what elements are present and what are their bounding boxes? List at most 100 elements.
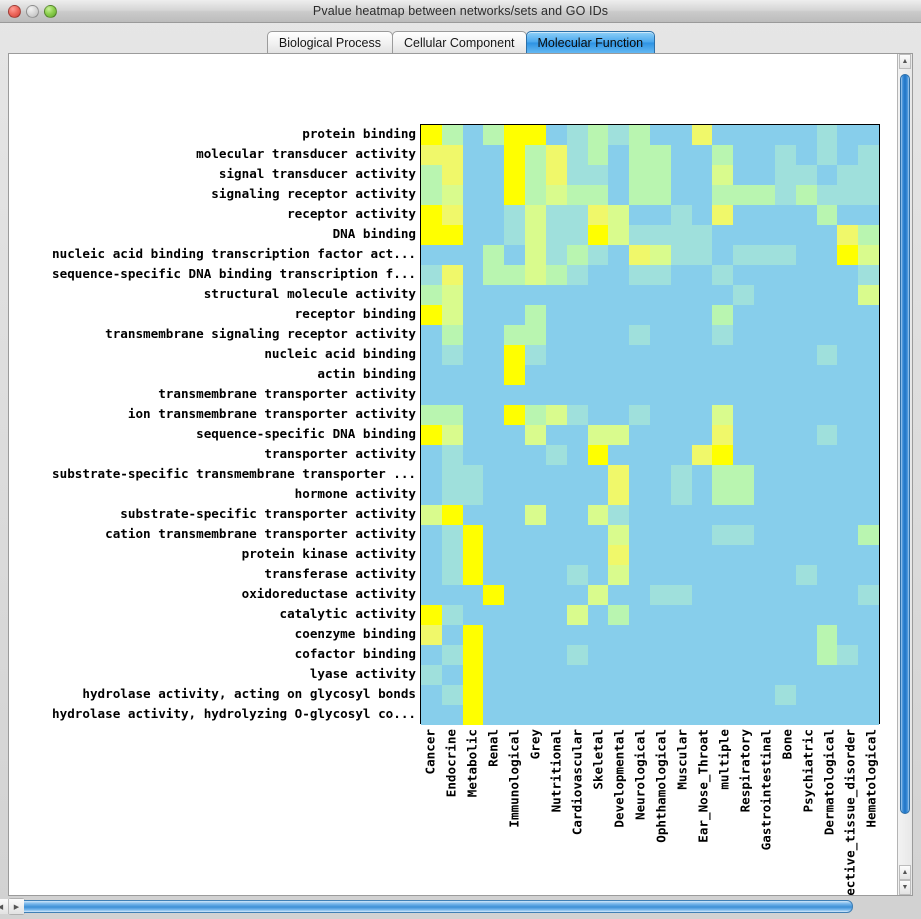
heatmap-cell[interactable] (795, 565, 817, 585)
heatmap-cell[interactable] (650, 565, 671, 585)
heatmap-cell[interactable] (504, 285, 526, 305)
heatmap-cell[interactable] (525, 565, 546, 585)
heatmap-cell[interactable] (462, 185, 484, 205)
heatmap-cell[interactable] (670, 705, 692, 725)
heatmap-cell[interactable] (566, 685, 588, 705)
heatmap-cell[interactable] (483, 545, 505, 565)
heatmap-cell[interactable] (712, 325, 734, 345)
heatmap-cell[interactable] (650, 345, 671, 365)
heatmap-cell[interactable] (754, 425, 775, 445)
heatmap-cell[interactable] (754, 545, 775, 565)
heatmap-cell[interactable] (858, 645, 879, 665)
heatmap-cell[interactable] (733, 325, 755, 345)
heatmap-cell[interactable] (566, 645, 588, 665)
heatmap-cell[interactable] (858, 625, 879, 645)
heatmap-cell[interactable] (483, 485, 505, 505)
heatmap-cell[interactable] (421, 145, 442, 165)
heatmap-cell[interactable] (608, 365, 630, 385)
heatmap-cell[interactable] (608, 125, 630, 145)
heatmap-cell[interactable] (545, 605, 567, 625)
heatmap-cell[interactable] (670, 505, 692, 525)
heatmap-cell[interactable] (504, 685, 526, 705)
heatmap-cell[interactable] (670, 285, 692, 305)
heatmap-cell[interactable] (650, 425, 671, 445)
heatmap-cell[interactable] (733, 625, 755, 645)
heatmap-cell[interactable] (566, 305, 588, 325)
heatmap-cell[interactable] (483, 145, 505, 165)
heatmap-cell[interactable] (650, 705, 671, 725)
heatmap-cell[interactable] (712, 225, 734, 245)
heatmap-cell[interactable] (858, 325, 879, 345)
heatmap-cell[interactable] (816, 185, 838, 205)
heatmap-cell[interactable] (837, 625, 859, 645)
heatmap-cell[interactable] (774, 505, 796, 525)
heatmap-cell[interactable] (754, 325, 775, 345)
heatmap-cell[interactable] (733, 525, 755, 545)
heatmap-cell[interactable] (608, 205, 630, 225)
heatmap-cell[interactable] (504, 525, 526, 545)
heatmap-cell[interactable] (587, 605, 609, 625)
heatmap-cell[interactable] (504, 565, 526, 585)
heatmap-cell[interactable] (462, 425, 484, 445)
heatmap-cell[interactable] (774, 325, 796, 345)
heatmap-cell[interactable] (858, 145, 879, 165)
heatmap-cell[interactable] (670, 585, 692, 605)
heatmap-cell[interactable] (754, 605, 775, 625)
heatmap-cell[interactable] (441, 605, 463, 625)
heatmap-cell[interactable] (421, 485, 442, 505)
heatmap-cell[interactable] (774, 645, 796, 665)
heatmap-cell[interactable] (795, 685, 817, 705)
heatmap-cell[interactable] (712, 345, 734, 365)
heatmap-cell[interactable] (837, 685, 859, 705)
heatmap-cell[interactable] (691, 245, 713, 265)
scroll-left-arrow[interactable]: ◀ (0, 899, 8, 914)
heatmap-cell[interactable] (587, 625, 609, 645)
heatmap-cell[interactable] (566, 665, 588, 685)
heatmap-cell[interactable] (441, 245, 463, 265)
heatmap-cell[interactable] (774, 345, 796, 365)
heatmap-cell[interactable] (441, 625, 463, 645)
heatmap-cell[interactable] (525, 705, 546, 725)
heatmap-cell[interactable] (608, 585, 630, 605)
heatmap-cell[interactable] (441, 665, 463, 685)
heatmap-cell[interactable] (545, 445, 567, 465)
heatmap-cell[interactable] (670, 565, 692, 585)
heatmap-cell[interactable] (483, 205, 505, 225)
heatmap-cell[interactable] (566, 505, 588, 525)
heatmap-cell[interactable] (691, 305, 713, 325)
heatmap-cell[interactable] (462, 125, 484, 145)
heatmap-cell[interactable] (441, 705, 463, 725)
heatmap-cell[interactable] (754, 165, 775, 185)
heatmap-cell[interactable] (483, 365, 505, 385)
heatmap-cell[interactable] (504, 585, 526, 605)
heatmap-cell[interactable] (441, 425, 463, 445)
heatmap-cell[interactable] (733, 685, 755, 705)
heatmap-cell[interactable] (608, 445, 630, 465)
heatmap-cell[interactable] (441, 145, 463, 165)
heatmap-cell[interactable] (462, 145, 484, 165)
heatmap-cell[interactable] (774, 605, 796, 625)
heatmap-cell[interactable] (650, 485, 671, 505)
heatmap-cell[interactable] (566, 465, 588, 485)
heatmap-cell[interactable] (774, 445, 796, 465)
heatmap-cell[interactable] (795, 265, 817, 285)
heatmap-cell[interactable] (712, 265, 734, 285)
heatmap-cell[interactable] (774, 545, 796, 565)
heatmap-cell[interactable] (733, 425, 755, 445)
heatmap-cell[interactable] (837, 345, 859, 365)
heatmap-cell[interactable] (608, 325, 630, 345)
heatmap-cell[interactable] (691, 285, 713, 305)
heatmap-cell[interactable] (670, 665, 692, 685)
heatmap-cell[interactable] (733, 705, 755, 725)
heatmap-cell[interactable] (483, 705, 505, 725)
heatmap-cell[interactable] (754, 505, 775, 525)
heatmap-cell[interactable] (733, 465, 755, 485)
heatmap-cell[interactable] (712, 205, 734, 225)
heatmap-cell[interactable] (670, 345, 692, 365)
heatmap-cell[interactable] (858, 665, 879, 685)
heatmap-cell[interactable] (525, 285, 546, 305)
heatmap-cell[interactable] (587, 165, 609, 185)
heatmap-cell[interactable] (774, 205, 796, 225)
heatmap-cell[interactable] (545, 325, 567, 345)
heatmap-cell[interactable] (629, 345, 650, 365)
